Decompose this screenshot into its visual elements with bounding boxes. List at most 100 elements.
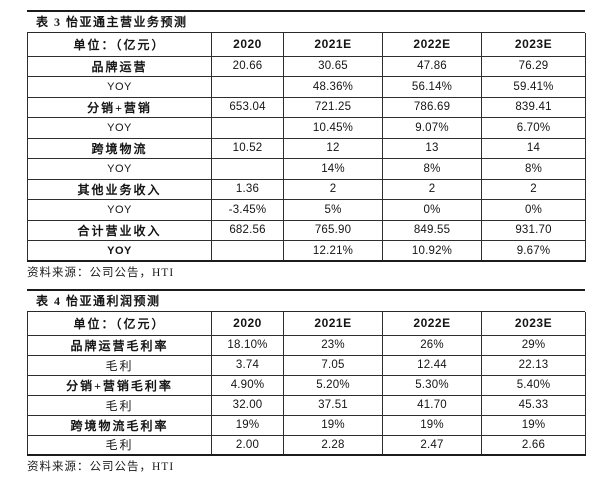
cell-value: 0% <box>481 199 586 221</box>
cell-value: 18.10% <box>211 334 284 356</box>
cell-value: 849.55 <box>382 219 482 241</box>
cell-value: 9.07% <box>382 117 482 139</box>
report-page: 表 3 怡亚通主营业务预测 单位：（亿元） 2020 2021E 2022E 2… <box>27 10 586 476</box>
table3-block: 表 3 怡亚通主营业务预测 单位：（亿元） 2020 2021E 2022E 2… <box>27 10 586 282</box>
header-2021e: 2021E <box>283 312 383 336</box>
cell-value: 653.04 <box>211 96 284 118</box>
cell-value: 13 <box>382 137 482 159</box>
cell-value: 5.30% <box>382 374 482 396</box>
header-2020: 2020 <box>211 33 284 57</box>
cell-value: 2 <box>382 178 482 200</box>
row-label: YOY <box>27 199 212 221</box>
row-label: 毛利 <box>27 394 212 416</box>
cell-value: 47.86 <box>382 55 482 77</box>
cell-value: 10.45% <box>283 117 383 139</box>
row-label: 跨境物流 <box>27 137 212 159</box>
row-label: 分销+营销毛利率 <box>27 374 212 396</box>
cell-value: 12 <box>283 137 383 159</box>
header-2022e: 2022E <box>382 312 482 336</box>
header-unit: 单位：（亿元） <box>27 312 212 336</box>
cell-value: 7.05 <box>283 354 383 376</box>
cell-value: 19% <box>211 414 284 436</box>
cell-value: 37.51 <box>283 394 383 416</box>
cell-value: 45.33 <box>481 394 586 416</box>
cell-value: 29% <box>481 334 586 356</box>
cell-value: 41.70 <box>382 394 482 416</box>
cell-value: 9.67% <box>481 240 586 262</box>
cell-value: 19% <box>382 414 482 436</box>
cell-value <box>211 117 284 139</box>
cell-value: 76.29 <box>481 55 586 77</box>
table4: 单位：（亿元） 2020 2021E 2022E 2023E 品牌运营毛利率 1… <box>27 312 586 456</box>
cell-value: 22.13 <box>481 354 586 376</box>
cell-value: 5.20% <box>283 374 383 396</box>
table-row: 分销+营销 653.04 721.25 786.69 839.41 <box>27 96 586 118</box>
cell-value: 2.66 <box>481 434 586 456</box>
header-2023e: 2023E <box>481 33 586 57</box>
header-unit: 单位：（亿元） <box>27 33 212 57</box>
table-row: 合计营业收入 682.56 765.90 849.55 931.70 <box>27 219 586 241</box>
cell-value: 3.74 <box>211 354 284 376</box>
cell-value: 2.28 <box>283 434 383 456</box>
cell-value: 59.41% <box>481 76 586 98</box>
cell-value: 19% <box>481 414 586 436</box>
row-label: YOY <box>27 158 212 180</box>
header-2020: 2020 <box>211 312 284 336</box>
cell-value: 8% <box>481 158 586 180</box>
cell-value: 5.40% <box>481 374 586 396</box>
table-row: YOY 12.21% 10.92% 9.67% <box>27 240 586 262</box>
table-row: 品牌运营 20.66 30.65 47.86 76.29 <box>27 55 586 77</box>
row-label: YOY <box>27 76 212 98</box>
table-row: YOY 14% 8% 8% <box>27 158 586 180</box>
cell-value: 12.44 <box>382 354 482 376</box>
cell-value: 10.92% <box>382 240 482 262</box>
cell-value: 14% <box>283 158 383 180</box>
cell-value: 2 <box>283 178 383 200</box>
cell-value: 2.47 <box>382 434 482 456</box>
cell-value: 931.70 <box>481 219 586 241</box>
cell-value: -3.45% <box>211 199 284 221</box>
cell-value <box>211 158 284 180</box>
cell-value <box>211 240 284 262</box>
row-label: YOY <box>27 240 212 262</box>
table-row: YOY -3.45% 5% 0% 0% <box>27 199 586 221</box>
cell-value: 765.90 <box>283 219 383 241</box>
cell-value: 786.69 <box>382 96 482 118</box>
row-label: 跨境物流毛利率 <box>27 414 212 436</box>
cell-value: 20.66 <box>211 55 284 77</box>
cell-value: 721.25 <box>283 96 383 118</box>
cell-value: 12.21% <box>283 240 383 262</box>
cell-value: 0% <box>382 199 482 221</box>
table-row: YOY 10.45% 9.07% 6.70% <box>27 117 586 139</box>
row-label: 品牌运营毛利率 <box>27 334 212 356</box>
cell-value: 839.41 <box>481 96 586 118</box>
table3-header-row: 单位：（亿元） 2020 2021E 2022E 2023E <box>27 33 586 57</box>
cell-value <box>211 76 284 98</box>
row-label: YOY <box>27 117 212 139</box>
table-row: 分销+营销毛利率 4.90% 5.20% 5.30% 5.40% <box>27 374 586 396</box>
table-row: 其他业务收入 1.36 2 2 2 <box>27 178 586 200</box>
row-label: 合计营业收入 <box>27 219 212 241</box>
table-row: 跨境物流毛利率 19% 19% 19% 19% <box>27 414 586 436</box>
table4-title: 表 4 怡亚通利润预测 <box>27 289 585 312</box>
table3-source-note: 资料来源：公司公告，HTI <box>27 267 175 279</box>
cell-value: 19% <box>283 414 383 436</box>
cell-value: 2.00 <box>211 434 284 456</box>
table-row: 毛利 2.00 2.28 2.47 2.66 <box>27 434 586 456</box>
cell-value: 682.56 <box>211 219 284 241</box>
cell-value: 1.36 <box>211 178 284 200</box>
table4-block: 表 4 怡亚通利润预测 单位：（亿元） 2020 2021E 2022E 202… <box>27 289 586 476</box>
cell-value: 10.52 <box>211 137 284 159</box>
cell-value: 4.90% <box>211 374 284 396</box>
cell-value: 23% <box>283 334 383 356</box>
header-2021e: 2021E <box>283 33 383 57</box>
row-label: 其他业务收入 <box>27 178 212 200</box>
row-label: 品牌运营 <box>27 55 212 77</box>
table4-header-row: 单位：（亿元） 2020 2021E 2022E 2023E <box>27 312 586 336</box>
table-row: 毛利 32.00 37.51 41.70 45.33 <box>27 394 586 416</box>
table-row: 跨境物流 10.52 12 13 14 <box>27 137 586 159</box>
table-row: 毛利 3.74 7.05 12.44 22.13 <box>27 354 586 376</box>
cell-value: 48.36% <box>283 76 383 98</box>
header-2022e: 2022E <box>382 33 482 57</box>
cell-value: 5% <box>283 199 383 221</box>
